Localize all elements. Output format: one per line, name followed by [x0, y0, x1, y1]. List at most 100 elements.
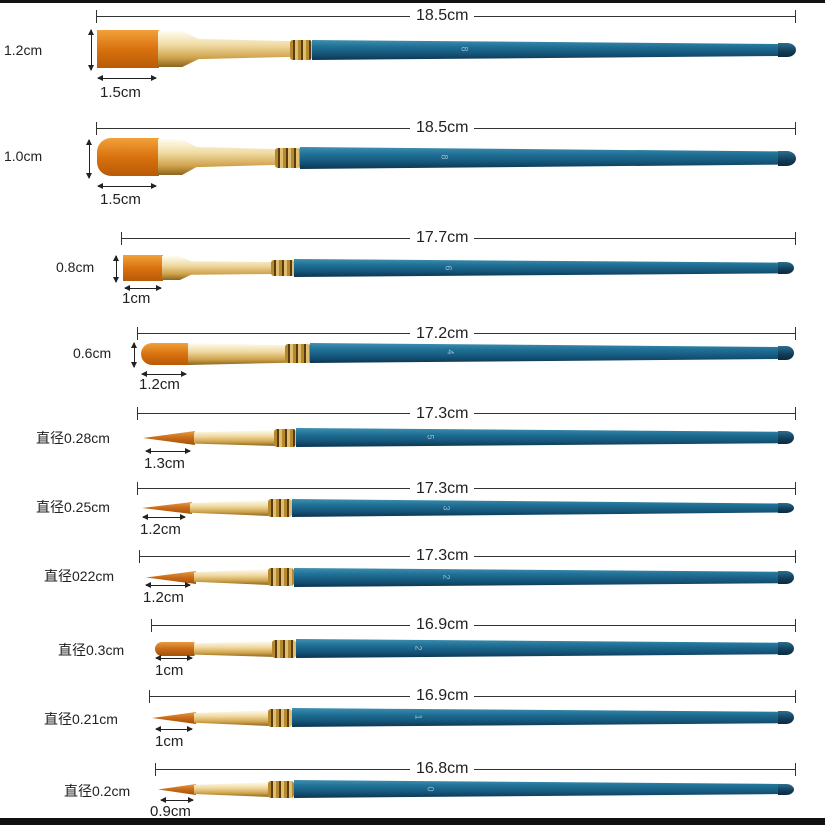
tip-length-arrow-icon	[97, 75, 157, 81]
tip-width-label: 直径0.28cm	[36, 430, 110, 446]
tip-length-label: 1.3cm	[144, 455, 185, 472]
handle	[294, 259, 782, 277]
ferrule	[158, 139, 278, 175]
ferrule	[194, 710, 270, 726]
handle-size-number: 0	[425, 786, 436, 792]
handle-end	[778, 503, 794, 513]
tip-length-label: 0.9cm	[150, 803, 191, 820]
ferrule-crimp	[275, 148, 301, 168]
ferrule	[194, 782, 270, 797]
tip-width-label: 直径0.25cm	[36, 499, 110, 515]
tip-width-label: 1.0cm	[4, 148, 43, 164]
length-label: 17.7cm	[410, 229, 475, 247]
ferrule-crimp	[268, 709, 292, 727]
tip-width-label: 直径0.21cm	[44, 711, 118, 727]
handle	[300, 147, 782, 169]
handle-end	[778, 431, 794, 444]
tip-width-arrow-icon	[113, 255, 119, 283]
ferrule-crimp	[272, 640, 296, 658]
filbert-bristle-icon	[97, 138, 159, 176]
handle	[312, 40, 782, 60]
tip-width-label: 1.2cm	[4, 42, 43, 58]
round-bristle-icon	[143, 431, 195, 445]
tip-length-label: 1.2cm	[143, 589, 184, 606]
handle	[294, 780, 782, 798]
tip-length-label: 1.5cm	[100, 191, 141, 208]
length-label: 17.2cm	[410, 325, 475, 343]
tip-length-arrow-icon	[97, 183, 157, 189]
handle	[294, 568, 782, 587]
handle-size-number: 8	[459, 46, 470, 52]
tip-length-arrow-icon	[155, 655, 193, 661]
length-dimension-line	[155, 763, 796, 776]
length-label: 17.3cm	[410, 405, 475, 423]
handle-size-number: 4	[445, 349, 456, 355]
ferrule-crimp	[268, 781, 294, 798]
length-label: 17.3cm	[410, 547, 475, 565]
tip-length-arrow-icon	[141, 371, 187, 377]
length-label: 18.5cm	[410, 119, 475, 137]
round-bristle-icon	[158, 784, 196, 795]
tip-length-arrow-icon	[142, 514, 186, 520]
tip-length-arrow-icon	[160, 797, 194, 803]
tip-length-label: 1.2cm	[139, 376, 180, 393]
handle-end	[778, 784, 794, 795]
handle-end	[778, 711, 794, 724]
tip-length-arrow-icon	[124, 285, 162, 291]
handle-size-number: 5	[425, 434, 436, 440]
ferrule-crimp	[290, 40, 312, 60]
ferrule-crimp	[274, 429, 296, 447]
handle-size-number: 3	[441, 505, 452, 511]
tip-width-arrow-icon	[131, 342, 137, 368]
ferrule	[194, 569, 270, 585]
tip-width-label: 0.6cm	[73, 345, 112, 361]
tip-length-label: 1.5cm	[100, 84, 141, 101]
handle-end	[778, 43, 796, 57]
flat-bristle-icon	[97, 30, 159, 68]
ferrule	[190, 500, 270, 516]
handle-end	[778, 346, 794, 360]
ferrule	[162, 256, 274, 280]
handle-end	[778, 642, 794, 655]
handle-size-number: 2	[441, 574, 452, 580]
tip-length-arrow-icon	[145, 448, 191, 454]
length-label: 16.9cm	[410, 687, 475, 705]
handle-size-number: 8	[439, 154, 450, 160]
tip-length-label: 1cm	[155, 733, 184, 750]
ferrule	[188, 343, 288, 365]
ferrule-crimp	[271, 260, 295, 276]
ferrule-crimp	[268, 568, 294, 586]
handle	[296, 639, 782, 658]
ferrule-crimp	[285, 344, 311, 363]
ferrule-crimp	[268, 499, 292, 517]
tip-width-arrow-icon	[86, 139, 92, 179]
handle-end	[778, 571, 794, 584]
handle-size-number: 1	[413, 714, 424, 720]
round-bristle-icon	[152, 712, 196, 724]
handle	[292, 499, 782, 517]
round-bristle-icon	[142, 502, 192, 514]
flat-bristle-icon	[123, 255, 163, 281]
bottom-border	[0, 818, 825, 825]
ferrule	[158, 31, 293, 67]
tip-width-label: 直径0.2cm	[64, 783, 131, 799]
length-label: 16.9cm	[410, 616, 475, 634]
handle-end	[778, 151, 796, 166]
tip-length-arrow-icon	[145, 582, 191, 588]
tip-length-label: 1cm	[122, 290, 151, 307]
tip-width-label: 直径0.3cm	[58, 642, 125, 658]
length-label: 16.8cm	[410, 760, 475, 778]
tip-length-label: 1cm	[155, 662, 184, 679]
handle-size-number: 2	[413, 645, 424, 651]
tip-length-arrow-icon	[155, 726, 193, 732]
tip-width-label: 0.8cm	[56, 259, 95, 275]
handle	[296, 428, 782, 447]
tip-length-label: 1.2cm	[140, 521, 181, 538]
filbert-bristle-icon	[141, 343, 189, 365]
ferrule	[194, 430, 276, 446]
round-bristle-icon	[155, 642, 195, 656]
handle	[310, 343, 782, 363]
length-label: 17.3cm	[410, 480, 475, 498]
handle-end	[778, 262, 794, 274]
handle	[292, 708, 782, 727]
